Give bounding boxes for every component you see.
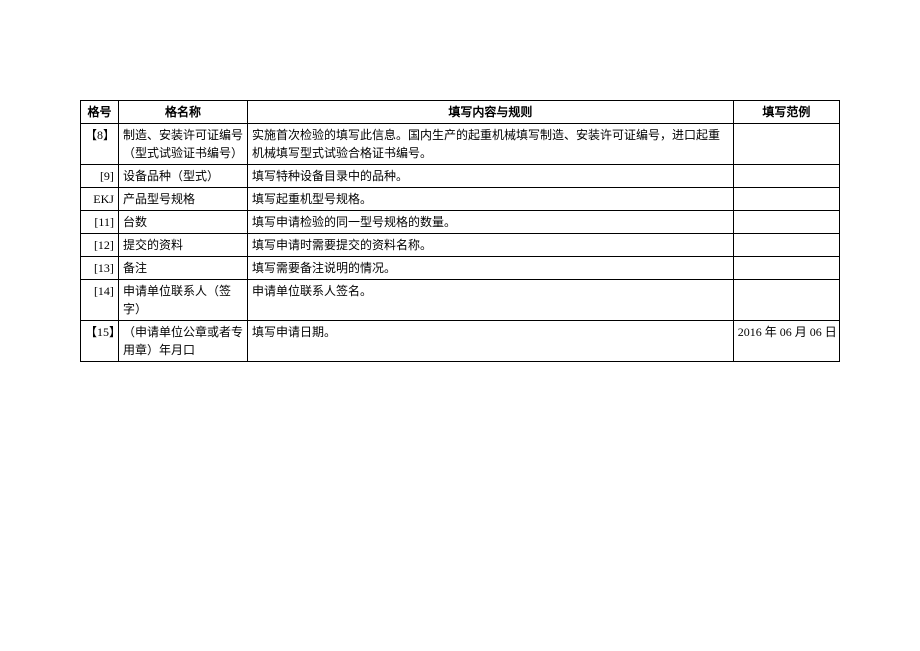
cell-id: 【8】	[81, 124, 119, 165]
cell-name: 产品型号规格	[118, 188, 247, 211]
cell-content: 填写特种设备目录中的品种。	[247, 165, 733, 188]
cell-example	[733, 165, 839, 188]
cell-content: 申请单位联系人签名。	[247, 280, 733, 321]
cell-example: 2016 年 06 月 06 日	[733, 321, 839, 362]
cell-name: 提交的资料	[118, 234, 247, 257]
header-id: 格号	[81, 101, 119, 124]
cell-name: 备注	[118, 257, 247, 280]
cell-name: （申请单位公章或者专用章）年月口	[118, 321, 247, 362]
cell-id: [13]	[81, 257, 119, 280]
cell-id: EKJ	[81, 188, 119, 211]
cell-id: [11]	[81, 211, 119, 234]
table-row: 【8】 制造、安装许可证编号（型式试验证书编号） 实施首次检验的填写此信息。国内…	[81, 124, 840, 165]
table-header-row: 格号 格名称 填写内容与规则 填写范例	[81, 101, 840, 124]
cell-id: 【15】	[81, 321, 119, 362]
table-row: [9] 设备品种（型式） 填写特种设备目录中的品种。	[81, 165, 840, 188]
cell-name: 申请单位联系人（签字）	[118, 280, 247, 321]
cell-name: 设备品种（型式）	[118, 165, 247, 188]
cell-content: 填写申请日期。	[247, 321, 733, 362]
cell-example	[733, 211, 839, 234]
table-row: [11] 台数 填写申请检验的同一型号规格的数量。	[81, 211, 840, 234]
cell-id: [12]	[81, 234, 119, 257]
cell-id: [9]	[81, 165, 119, 188]
cell-content: 实施首次检验的填写此信息。国内生产的起重机械填写制造、安装许可证编号，进口起重机…	[247, 124, 733, 165]
header-example: 填写范例	[733, 101, 839, 124]
cell-content: 填写需要备注说明的情况。	[247, 257, 733, 280]
cell-content: 填写申请检验的同一型号规格的数量。	[247, 211, 733, 234]
table-row: 【15】 （申请单位公章或者专用章）年月口 填写申请日期。 2016 年 06 …	[81, 321, 840, 362]
header-content: 填写内容与规则	[247, 101, 733, 124]
cell-name: 台数	[118, 211, 247, 234]
cell-example	[733, 234, 839, 257]
cell-id: [14]	[81, 280, 119, 321]
table-row: [13] 备注 填写需要备注说明的情况。	[81, 257, 840, 280]
table-row: EKJ 产品型号规格 填写起重机型号规格。	[81, 188, 840, 211]
header-name: 格名称	[118, 101, 247, 124]
cell-content: 填写申请时需要提交的资料名称。	[247, 234, 733, 257]
cell-example	[733, 257, 839, 280]
table-row: [14] 申请单位联系人（签字） 申请单位联系人签名。	[81, 280, 840, 321]
cell-example	[733, 124, 839, 165]
spec-table: 格号 格名称 填写内容与规则 填写范例 【8】 制造、安装许可证编号（型式试验证…	[80, 100, 840, 362]
table-row: [12] 提交的资料 填写申请时需要提交的资料名称。	[81, 234, 840, 257]
cell-content: 填写起重机型号规格。	[247, 188, 733, 211]
cell-name: 制造、安装许可证编号（型式试验证书编号）	[118, 124, 247, 165]
cell-example	[733, 188, 839, 211]
cell-example	[733, 280, 839, 321]
